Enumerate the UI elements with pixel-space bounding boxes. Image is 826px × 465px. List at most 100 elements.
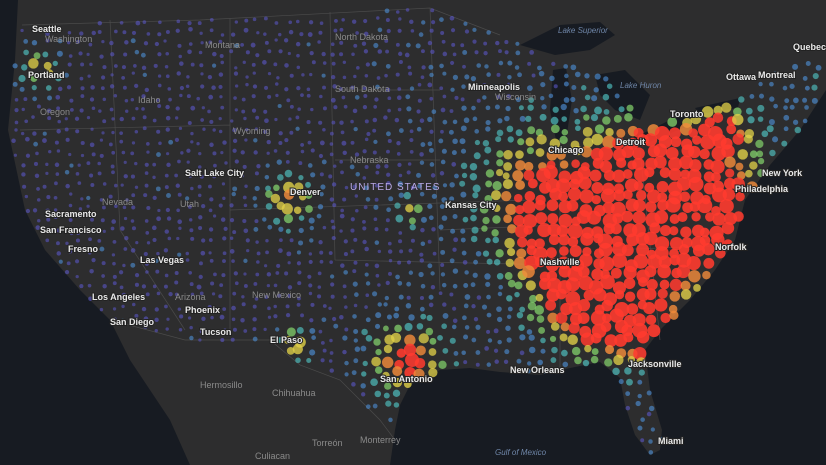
point [442,347,449,354]
point [273,304,277,309]
point [220,105,225,110]
point [167,87,172,91]
point [262,60,267,65]
point [197,193,202,198]
point [287,285,293,290]
point [174,270,179,275]
point [64,169,70,175]
point [241,295,245,299]
point [364,272,369,277]
point [373,204,379,210]
point [262,217,267,222]
point [252,327,257,332]
point [405,94,411,100]
point [603,169,616,182]
point [633,346,647,361]
point [36,198,41,202]
point [365,317,371,323]
point [429,129,434,134]
point [769,149,776,157]
point [523,225,533,235]
point [265,190,273,198]
point [153,63,158,68]
point [68,249,73,254]
point [199,63,204,68]
point [805,61,811,67]
point [91,258,96,263]
point [156,251,160,256]
point [328,306,332,311]
point [33,141,39,147]
point [90,85,95,90]
point [374,240,380,245]
point [229,218,235,223]
point [470,75,477,82]
point [755,139,764,149]
point [255,240,259,244]
point [390,332,402,343]
point [121,65,126,70]
point [497,118,503,124]
point [264,295,269,300]
point [364,137,369,142]
point [440,249,446,255]
point [475,350,481,355]
point [646,189,661,204]
point [233,96,237,100]
point [518,105,524,111]
point [745,107,753,115]
point [110,73,114,77]
point [507,74,512,80]
point [131,302,136,307]
point [353,237,358,242]
point [189,282,194,287]
point [515,150,524,159]
point [559,246,569,256]
point [503,359,509,364]
point [54,74,62,82]
point [114,204,118,209]
point [440,159,446,165]
point [656,180,669,193]
point [298,215,305,221]
point [660,312,671,324]
point [158,20,162,25]
point [328,359,333,363]
point [12,81,18,87]
point [189,325,193,330]
point [232,170,237,175]
point [407,65,412,70]
point [364,246,369,252]
point [190,140,194,144]
point [581,85,587,91]
point [131,226,136,231]
point [519,350,525,356]
point [441,148,447,154]
point [152,195,157,200]
point [360,383,366,389]
point [463,303,469,309]
country-label: UNITED STATES [350,182,440,193]
point [361,371,367,377]
point [246,248,250,253]
point [300,149,305,154]
point [637,379,643,385]
point [317,271,322,276]
point [241,109,246,114]
point [680,289,692,300]
point [409,224,416,231]
point [273,217,281,225]
point [462,216,469,223]
point [485,180,493,188]
point [331,182,337,187]
point [306,42,311,47]
point [395,42,400,47]
point [397,87,402,91]
point [131,141,136,145]
point [230,119,234,123]
point [209,142,214,147]
point [712,112,724,123]
point [648,439,653,444]
point [452,283,458,289]
point [626,233,640,247]
